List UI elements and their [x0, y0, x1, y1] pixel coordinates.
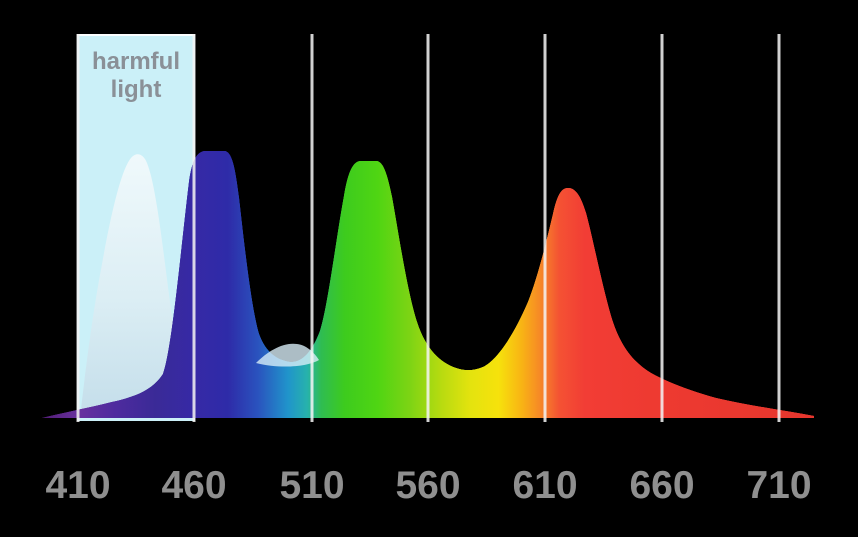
x-tick-label-710: 710: [746, 464, 812, 507]
x-tick-label-460: 460: [161, 464, 227, 507]
harmful-blue-peak-shape: [80, 154, 191, 418]
x-tick-label-660: 660: [629, 464, 695, 507]
gridline-560: [426, 34, 430, 422]
gridline-710: [777, 34, 781, 422]
gridline-660: [660, 34, 664, 422]
x-tick-label-510: 510: [279, 464, 345, 507]
valley-sheen: [256, 343, 319, 367]
harmful-light-label: harmful light: [91, 48, 180, 103]
gridline-460: [192, 34, 196, 422]
gridline-410: [76, 34, 80, 422]
x-tick-label-560: 560: [395, 464, 461, 507]
x-tick-label-410: 410: [45, 464, 111, 507]
gridline-510: [310, 34, 314, 422]
gridline-610: [543, 34, 547, 422]
x-tick-label-610: 610: [512, 464, 578, 507]
